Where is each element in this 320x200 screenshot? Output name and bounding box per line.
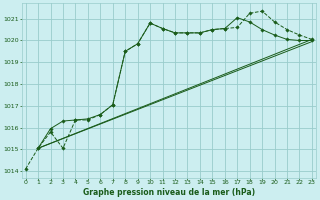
X-axis label: Graphe pression niveau de la mer (hPa): Graphe pression niveau de la mer (hPa) <box>83 188 255 197</box>
